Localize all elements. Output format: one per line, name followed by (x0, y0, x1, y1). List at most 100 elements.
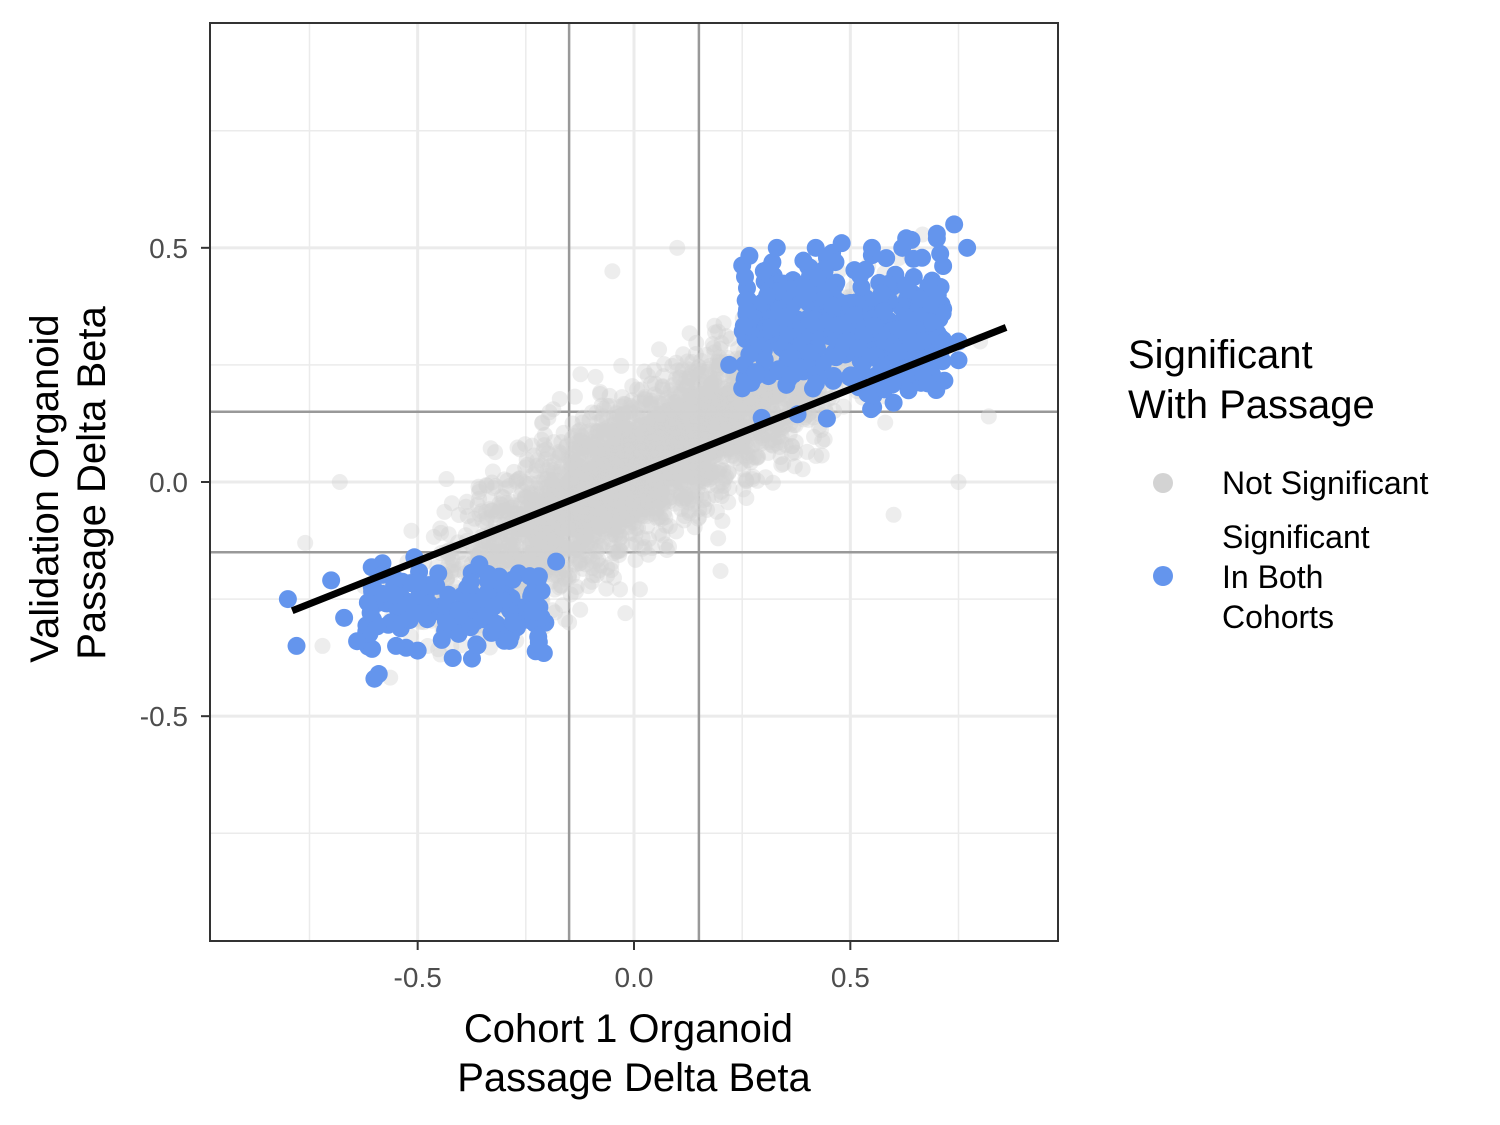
data-point (572, 555, 589, 572)
data-point (369, 665, 388, 684)
data-point (681, 505, 698, 522)
data-point (580, 578, 597, 595)
data-point (632, 445, 649, 462)
data-point (571, 462, 588, 479)
data-point (668, 354, 685, 371)
data-point (690, 510, 707, 527)
data-point (661, 440, 678, 457)
data-point (666, 435, 683, 452)
data-point (500, 533, 517, 550)
data-point (600, 505, 617, 522)
data-point (660, 405, 677, 422)
data-point (693, 362, 710, 379)
data-point (627, 526, 644, 543)
data-point (732, 434, 749, 451)
data-point (689, 385, 706, 402)
data-point (692, 399, 709, 416)
data-point (619, 422, 636, 439)
data-point (703, 395, 720, 412)
data-point (679, 424, 696, 441)
data-point (568, 504, 585, 521)
data-point (571, 478, 588, 495)
data-point (720, 494, 737, 511)
data-point (595, 534, 612, 551)
data-point (557, 482, 574, 499)
data-point (574, 506, 591, 523)
data-point (657, 433, 674, 450)
data-point (620, 436, 637, 453)
data-point (595, 521, 612, 538)
data-point (701, 409, 718, 426)
data-point (605, 444, 622, 461)
data-point (764, 474, 781, 491)
data-point (607, 433, 624, 450)
data-point (913, 248, 932, 267)
data-point (664, 357, 681, 374)
data-point (525, 545, 542, 562)
data-point (724, 448, 741, 465)
data-point (597, 456, 614, 473)
data-point (505, 463, 522, 480)
data-point (643, 398, 660, 415)
data-point (645, 472, 662, 489)
data-point (586, 449, 603, 466)
data-point (721, 480, 738, 497)
data-point (702, 466, 719, 483)
data-point (652, 509, 669, 526)
data-point (690, 377, 707, 394)
data-point (481, 541, 498, 558)
data-point (551, 481, 568, 498)
data-point (671, 403, 688, 420)
data-point (678, 417, 695, 434)
data-point (570, 505, 587, 522)
data-point (724, 441, 741, 458)
data-point (652, 469, 669, 486)
data-point (643, 422, 660, 439)
data-point (550, 537, 567, 554)
data-point (592, 505, 609, 522)
data-point (664, 403, 681, 420)
data-point (603, 562, 620, 579)
data-point (735, 267, 754, 286)
data-point (650, 441, 667, 458)
data-point (536, 437, 553, 454)
data-point (640, 474, 657, 491)
data-point (829, 316, 848, 335)
data-point (631, 448, 648, 465)
data-point (546, 537, 563, 554)
data-point (562, 509, 579, 526)
data-point (632, 454, 649, 471)
data-point (689, 455, 706, 472)
data-point (651, 341, 668, 358)
data-point (791, 391, 808, 408)
data-point (591, 501, 608, 518)
data-point (522, 523, 539, 540)
data-point (685, 428, 702, 445)
data-point (518, 523, 535, 540)
data-point (604, 502, 621, 519)
data-point (659, 401, 676, 418)
data-point (669, 413, 686, 430)
data-point (576, 520, 593, 537)
data-point (656, 427, 673, 444)
data-point (593, 470, 610, 487)
data-point (889, 342, 908, 361)
data-point (484, 463, 501, 480)
data-point (635, 433, 652, 450)
data-point (766, 388, 783, 405)
data-point (629, 406, 646, 423)
data-point (566, 463, 583, 480)
data-point (644, 449, 661, 466)
data-point (769, 428, 786, 445)
data-point (725, 410, 742, 427)
data-point (491, 542, 508, 559)
data-point (611, 407, 628, 424)
data-point (662, 428, 679, 445)
data-point (625, 404, 642, 421)
data-point (572, 366, 589, 383)
data-point (635, 393, 652, 410)
legend-title-line: With Passage (1128, 383, 1375, 427)
data-point (598, 410, 615, 427)
data-point (784, 438, 801, 455)
data-point (468, 636, 487, 655)
